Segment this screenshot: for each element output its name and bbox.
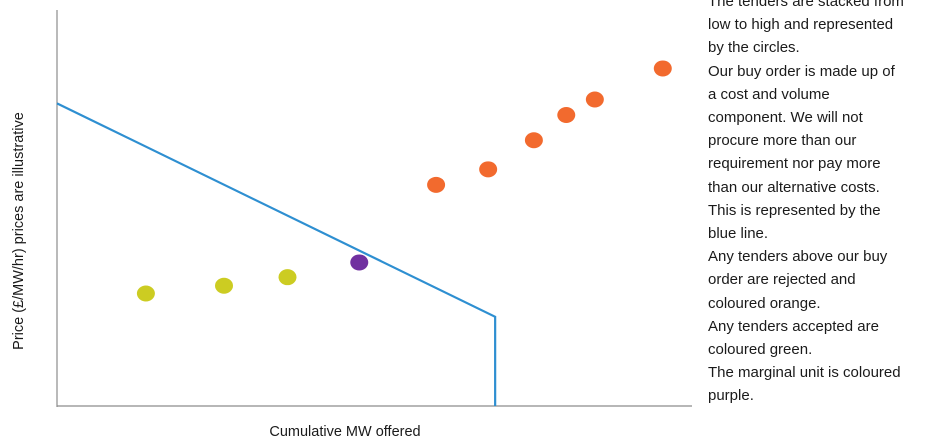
note-line: coloured green. [708,341,813,359]
x-axis-label: Cumulative MW offered [269,424,421,440]
accepted-tender-point [136,285,155,302]
rejected-tender-point [557,107,576,123]
y-axis-label: Price (£/MW/hr) prices are illustrative [11,112,27,350]
rejected-tender-point [479,161,498,178]
buy-order-line [56,102,497,406]
rejected-tender-point [427,176,446,193]
accepted-tender-point [278,269,297,286]
tender-points-layer [136,60,672,302]
note-line: Our buy order is made up of [708,62,895,80]
note-line: Any tenders accepted are [708,317,879,335]
note-line: by the circles. [708,39,800,57]
note-line: component. We will not [708,109,863,127]
marginal-tender-point [350,254,369,271]
note-line: low to high and represented [708,16,894,34]
note-line: than our alternative costs. [708,178,880,196]
note-line: order are rejected and [708,271,856,289]
note-line: a cost and volume [708,85,830,103]
note-line: blue line. [708,225,769,243]
note-line: coloured orange. [708,294,821,312]
note-line: The marginal unit is coloured [708,364,901,382]
note-line: procure more than our [708,132,857,150]
note-line: requirement nor pay more [708,155,881,173]
note-line: The tenders are stacked from [708,0,904,10]
rejected-tender-point [653,60,672,77]
note-line: purple. [708,387,754,405]
buy-order-layer [56,102,497,406]
note-line: This is represented by the [708,201,881,219]
note-line: Any tenders above our buy [708,248,888,266]
rejected-tender-point [524,132,543,149]
accepted-tender-point [215,277,234,294]
rejected-tender-point [585,91,604,108]
explanation-notes: The tenders are stacked from low to high … [708,0,940,408]
